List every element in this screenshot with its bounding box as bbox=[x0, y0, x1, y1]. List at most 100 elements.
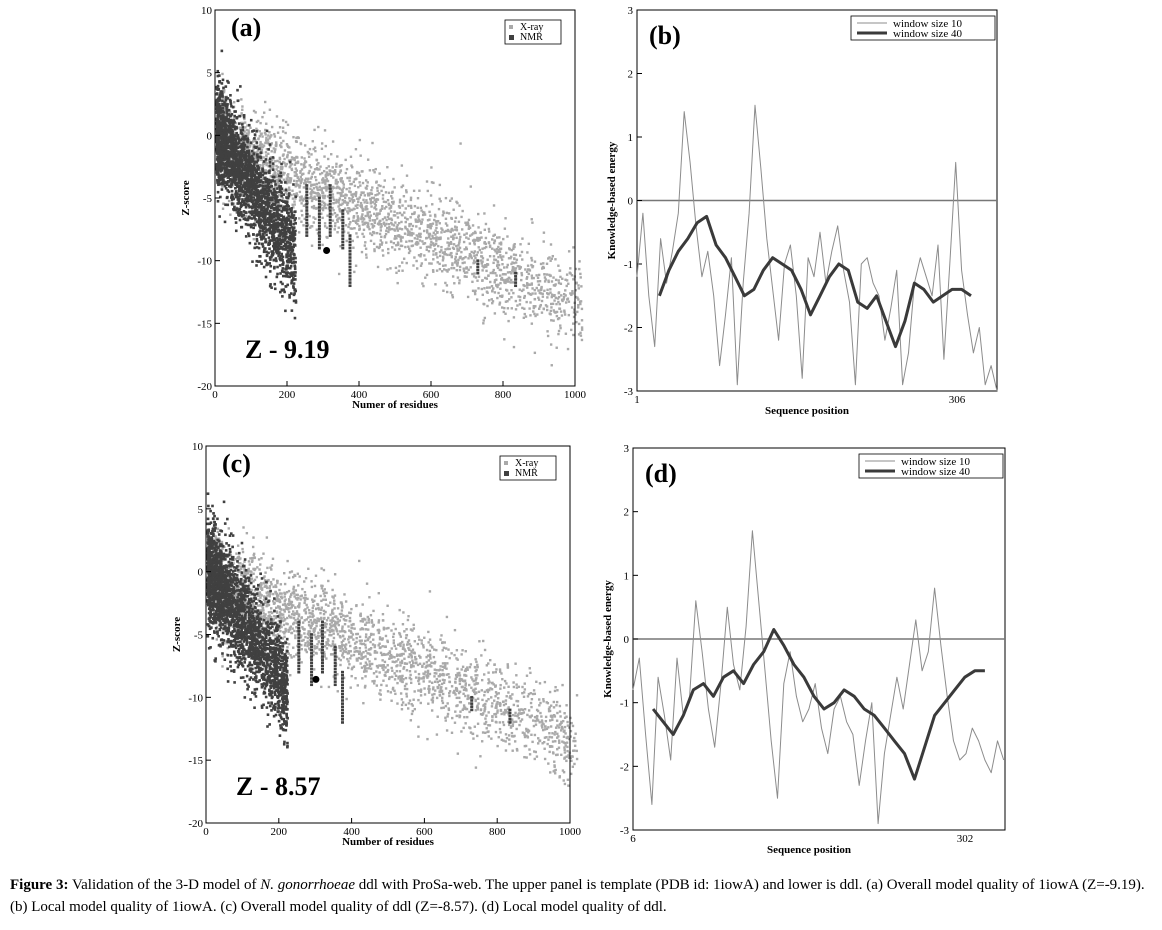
nmr-point bbox=[263, 231, 266, 234]
xray-point bbox=[331, 193, 335, 196]
xray-point bbox=[386, 215, 390, 219]
xray-point bbox=[566, 297, 570, 300]
xray-point bbox=[287, 179, 290, 182]
xray-point bbox=[345, 239, 348, 243]
xray-point bbox=[577, 333, 581, 336]
nmr-point bbox=[279, 280, 283, 284]
nmr-point bbox=[288, 208, 291, 211]
xray-point bbox=[420, 209, 423, 212]
nmr-point bbox=[237, 181, 241, 185]
xray-point bbox=[570, 274, 574, 277]
xray-point bbox=[357, 200, 360, 203]
xray-point bbox=[553, 293, 556, 297]
xray-point bbox=[240, 141, 243, 145]
xray-point bbox=[458, 256, 462, 259]
nmr-point bbox=[262, 181, 265, 184]
xray-point bbox=[577, 284, 580, 287]
nmr-point bbox=[268, 210, 272, 214]
nmr-point bbox=[286, 241, 290, 244]
xray-point bbox=[524, 315, 528, 318]
xray-point bbox=[542, 231, 546, 234]
xray-point bbox=[393, 214, 397, 217]
xray-point bbox=[522, 283, 525, 287]
xray-point bbox=[336, 180, 339, 184]
xray-point bbox=[503, 280, 506, 283]
xray-point bbox=[390, 217, 393, 220]
xray-point bbox=[397, 221, 401, 225]
xray-point bbox=[247, 129, 250, 132]
nmr-point bbox=[265, 189, 269, 193]
nmr-point bbox=[287, 211, 290, 215]
xray-point bbox=[319, 172, 322, 176]
xray-point bbox=[512, 291, 515, 295]
nmr-point bbox=[286, 218, 289, 222]
xray-point bbox=[487, 274, 490, 277]
xray-point bbox=[445, 284, 449, 287]
xray-point bbox=[526, 286, 529, 289]
xray-point bbox=[434, 233, 437, 236]
nmr-point bbox=[284, 246, 288, 250]
nmr-point bbox=[239, 213, 242, 216]
xray-point bbox=[394, 234, 397, 238]
nmr-point bbox=[258, 230, 261, 234]
nmr-point bbox=[258, 224, 261, 227]
nmr-point bbox=[234, 142, 237, 146]
xray-point bbox=[365, 253, 368, 256]
nmr-point bbox=[225, 183, 229, 186]
xray-point bbox=[392, 224, 396, 227]
nmr-point bbox=[293, 210, 296, 214]
nmr-point bbox=[244, 205, 248, 209]
nmr-point bbox=[225, 116, 228, 119]
nmr-point bbox=[242, 115, 246, 119]
xray-point bbox=[275, 182, 279, 185]
xray-point bbox=[320, 142, 324, 145]
nmr-point bbox=[236, 169, 240, 172]
nmr-point bbox=[277, 244, 281, 247]
nmr-point bbox=[256, 156, 259, 159]
xray-point bbox=[375, 245, 379, 249]
nmr-point bbox=[228, 98, 232, 102]
xray-point bbox=[405, 174, 409, 177]
nmr-point bbox=[220, 90, 224, 94]
xray-point bbox=[338, 171, 342, 174]
xray-point bbox=[344, 158, 347, 162]
nmr-point bbox=[252, 165, 255, 168]
xray-point bbox=[289, 151, 292, 154]
nmr-point bbox=[259, 173, 263, 176]
nmr-point bbox=[268, 215, 272, 218]
xray-point bbox=[404, 207, 407, 210]
nmr-point bbox=[255, 190, 259, 193]
nmr-point bbox=[262, 195, 266, 198]
xray-point bbox=[349, 190, 352, 194]
xray-point bbox=[261, 164, 265, 167]
xray-point bbox=[565, 284, 568, 288]
xray-point bbox=[423, 242, 427, 245]
nmr-point bbox=[236, 99, 240, 103]
xray-point bbox=[288, 165, 291, 169]
nmr-point bbox=[240, 137, 244, 141]
nmr-point bbox=[290, 231, 294, 234]
xray-point bbox=[276, 180, 280, 183]
xray-point bbox=[221, 105, 224, 109]
xray-point bbox=[462, 267, 465, 270]
xray-point bbox=[458, 279, 461, 282]
xray-point bbox=[340, 203, 343, 207]
nmr-point bbox=[285, 253, 288, 256]
nmr-point bbox=[251, 205, 254, 209]
nmr-point bbox=[285, 216, 289, 220]
xray-point bbox=[294, 140, 298, 143]
xray-point bbox=[301, 198, 304, 201]
xray-point bbox=[481, 269, 484, 272]
xray-point bbox=[567, 250, 571, 253]
xray-point bbox=[472, 259, 476, 262]
xray-point bbox=[264, 128, 267, 132]
nmr-point bbox=[291, 216, 295, 220]
xray-point bbox=[449, 291, 453, 294]
nmr-point bbox=[248, 241, 252, 245]
xray-point bbox=[296, 183, 299, 187]
xray-point bbox=[489, 280, 492, 284]
nmr-point bbox=[253, 246, 256, 250]
nmr-point bbox=[226, 79, 229, 83]
xray-point bbox=[245, 147, 248, 151]
nmr-point bbox=[265, 178, 269, 182]
